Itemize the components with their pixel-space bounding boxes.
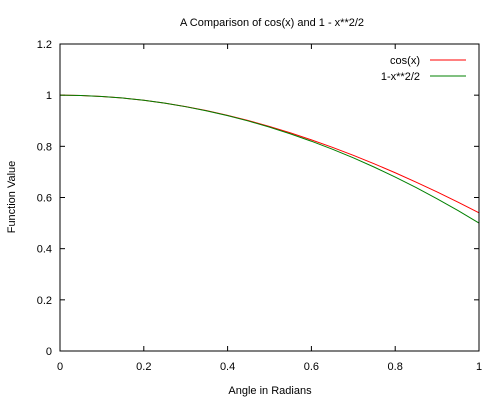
x-tick-label: 0 — [57, 361, 63, 373]
series-lines — [59, 94, 480, 224]
y-tick-label: 0.2 — [37, 295, 52, 307]
chart-title: A Comparison of cos(x) and 1 - x**2/2 — [180, 17, 364, 29]
y-tick-label: 0.8 — [37, 141, 52, 153]
y-axis-label: Function Value — [6, 161, 18, 234]
x-axis-ticks: 0 0.2 0.4 0.6 0.8 1 — [57, 44, 482, 373]
x-tick-label: 0.6 — [304, 361, 319, 373]
legend-label: cos(x) — [390, 55, 420, 67]
x-axis-label: Angle in Radians — [228, 385, 312, 397]
y-tick-label: 0.6 — [37, 193, 52, 205]
x-tick-label: 0.8 — [388, 361, 403, 373]
series-line-1 — [59, 94, 480, 224]
y-tick-label: 1.2 — [37, 39, 52, 51]
x-tick-label: 1 — [476, 361, 482, 373]
plot-frame — [59, 43, 480, 352]
x-tick-label: 0.2 — [136, 361, 151, 373]
y-tick-label: 1 — [46, 90, 52, 102]
legend-label: 1-x**2/2 — [381, 71, 420, 83]
y-tick-label: 0 — [46, 346, 52, 358]
x-tick-label: 0.4 — [220, 361, 235, 373]
y-tick-label: 0.4 — [37, 244, 52, 256]
legend: cos(x) 1-x**2/2 — [381, 55, 466, 83]
